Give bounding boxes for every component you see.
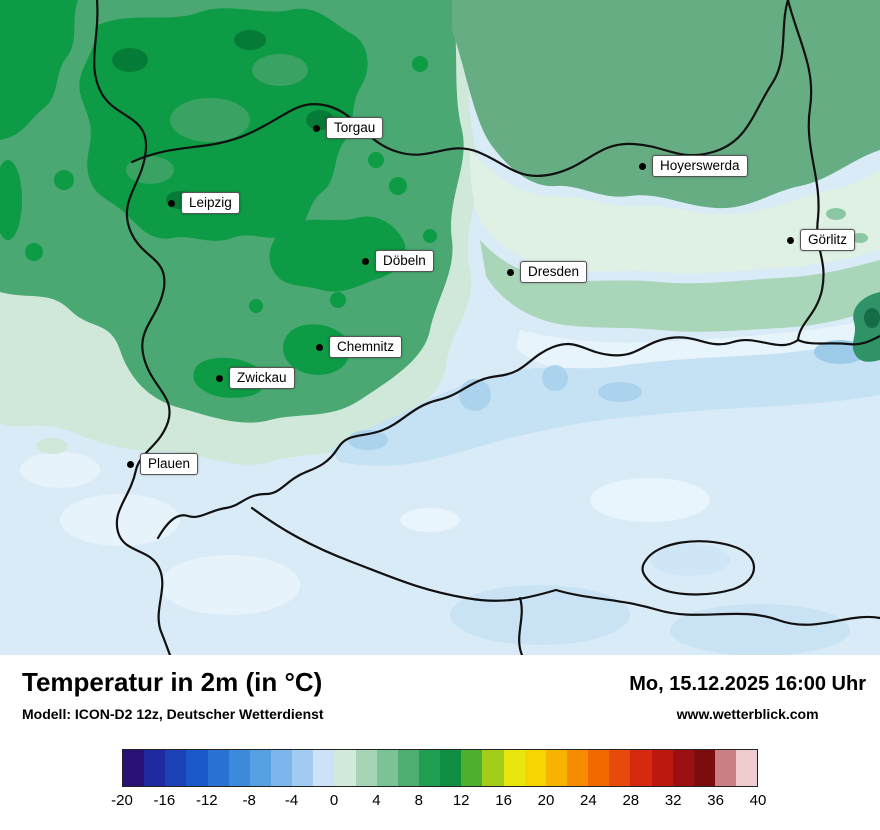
scale-tick-label: 4 xyxy=(372,792,381,809)
scale-segment xyxy=(144,750,166,786)
city-marker: Görlitz xyxy=(787,229,856,251)
scale-segment xyxy=(207,750,229,786)
city-marker: Zwickau xyxy=(216,367,295,389)
scale-segment xyxy=(292,750,314,786)
city-dot xyxy=(639,162,646,170)
city-dot xyxy=(313,124,320,132)
city-marker: Torgau xyxy=(313,117,384,139)
city-dot xyxy=(507,268,514,276)
scale-tick-label: 12 xyxy=(452,792,470,809)
page-title: Temperatur in 2m (in °C) xyxy=(22,667,323,697)
scale-tick-label: -16 xyxy=(153,792,176,809)
city-label: Görlitz xyxy=(800,229,856,251)
city-marker: Döbeln xyxy=(362,250,434,272)
scale-segment xyxy=(693,750,715,786)
scale-segment xyxy=(376,750,398,786)
city-dot xyxy=(127,460,134,468)
city-dot xyxy=(362,257,369,265)
city-dot xyxy=(168,199,175,207)
city-label: Dresden xyxy=(520,261,588,283)
scale-segment xyxy=(418,750,441,786)
state-borders xyxy=(93,0,880,655)
city-marker: Dresden xyxy=(507,261,588,283)
city-label: Leipzig xyxy=(181,192,240,214)
city-dot xyxy=(216,374,223,382)
scale-tick-label: 28 xyxy=(622,792,640,809)
scale-segment xyxy=(524,750,546,786)
scale-segment xyxy=(270,750,293,786)
scale-segment xyxy=(545,750,567,786)
scale-tick-label: 16 xyxy=(495,792,512,809)
scale-segment xyxy=(334,750,356,786)
color-scale-ticks: -20 -16 -12 -8 -4 0 4 8 12 16 20 24 28 32 36 40 xyxy=(111,790,766,814)
footer: Temperatur in 2m (in °C) Modell: ICON-D2… xyxy=(0,655,880,830)
scale-segment xyxy=(482,750,504,786)
scale-segment xyxy=(651,750,673,786)
scale-segment xyxy=(123,750,145,786)
scale-segment xyxy=(609,750,631,786)
scale-tick-label: 36 xyxy=(707,792,724,809)
scale-segment xyxy=(714,750,737,786)
scale-segment xyxy=(461,750,483,786)
scale-tick-label: 0 xyxy=(329,792,339,809)
scale-tick-label: 40 xyxy=(749,792,767,809)
scale-segment xyxy=(228,750,250,786)
footer-left: Temperatur in 2m (in °C) Modell: ICON-D2… xyxy=(22,667,324,722)
scale-segment xyxy=(672,750,694,786)
scale-segment xyxy=(440,750,462,786)
city-marker: Chemnitz xyxy=(316,336,403,358)
map-canvas: Torgau Hoyerswerda Leipzig Görlitz Döbeln Dre… xyxy=(0,0,880,655)
scale-segment xyxy=(397,750,419,786)
city-label: Chemnitz xyxy=(329,336,403,358)
model-info: Modell: ICON-D2 12z, Deutscher Wetterdie… xyxy=(22,706,324,722)
city-label: Döbeln xyxy=(375,250,434,272)
scale-segment xyxy=(313,750,335,786)
scale-tick-label: 24 xyxy=(580,792,597,809)
footer-right: Mo, 15.12.2025 16:00 Uhr www.wetterblick… xyxy=(629,667,866,722)
scale-segment xyxy=(249,750,271,786)
scale-segment xyxy=(186,750,208,786)
scale-tick-label: 32 xyxy=(664,792,682,809)
city-dot xyxy=(787,236,794,244)
city-marker: Plauen xyxy=(127,453,199,475)
website-credit: www.wetterblick.com xyxy=(676,706,819,722)
scale-tick-label: 20 xyxy=(537,792,555,809)
scale-tick-label: -20 xyxy=(111,792,133,809)
scale-tick-label: 8 xyxy=(414,792,423,809)
forecast-datetime: Mo, 15.12.2025 16:00 Uhr xyxy=(629,673,866,695)
scale-tick-label: -12 xyxy=(195,792,218,809)
city-dot xyxy=(316,343,323,351)
city-label: Zwickau xyxy=(229,367,295,389)
scale-segment xyxy=(503,750,525,786)
scale-segment xyxy=(165,750,187,786)
scale-tick-label: -4 xyxy=(284,792,299,809)
city-marker: Hoyerswerda xyxy=(639,155,748,177)
scale-tick-label: -8 xyxy=(242,792,256,809)
city-marker: Leipzig xyxy=(168,192,240,214)
scale-segment xyxy=(566,750,589,786)
scale-segment xyxy=(736,750,758,786)
color-scale: -20 -16 -12 -8 -4 0 4 8 12 16 20 24 28 32 36 40 xyxy=(111,749,766,814)
city-label: Plauen xyxy=(140,453,199,475)
city-markers: Torgau Hoyerswerda Leipzig Görlitz Döbeln Dre… xyxy=(127,117,856,475)
scale-segment xyxy=(630,750,652,786)
city-label: Torgau xyxy=(326,117,384,139)
city-label: Hoyerswerda xyxy=(652,155,748,177)
color-scale-bar xyxy=(122,749,758,787)
scale-segment xyxy=(588,750,610,786)
scale-segment xyxy=(355,750,377,786)
